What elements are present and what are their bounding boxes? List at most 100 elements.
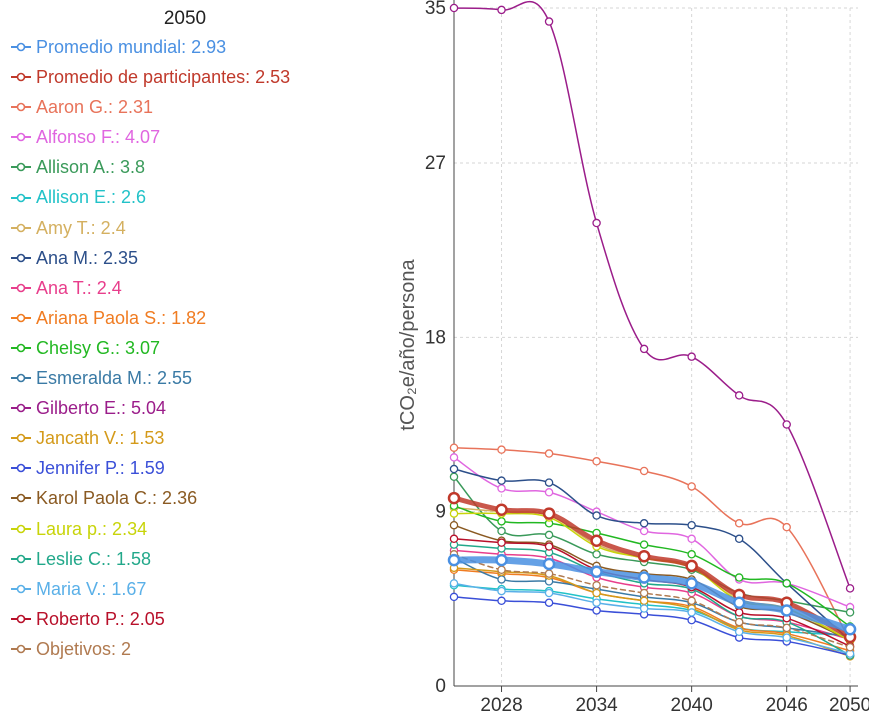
series-line[interactable] xyxy=(453,557,851,638)
data-point[interactable] xyxy=(449,453,459,462)
data-point[interactable] xyxy=(639,466,649,476)
data-point[interactable] xyxy=(592,457,601,466)
data-point[interactable] xyxy=(544,542,554,551)
data-point[interactable] xyxy=(687,534,696,544)
data-point[interactable] xyxy=(590,565,603,578)
legend-item[interactable]: Maria V.: 1.67 xyxy=(10,574,370,604)
legend-item[interactable]: Jennifer P.: 1.59 xyxy=(10,453,370,483)
data-point[interactable] xyxy=(497,586,506,596)
data-point[interactable] xyxy=(845,608,855,617)
data-point[interactable] xyxy=(544,530,554,540)
data-point[interactable] xyxy=(449,520,459,530)
series-line[interactable] xyxy=(451,495,853,640)
data-point[interactable] xyxy=(544,478,554,487)
data-point[interactable] xyxy=(544,488,554,497)
data-point[interactable] xyxy=(637,571,651,584)
data-point[interactable] xyxy=(639,540,649,549)
data-point[interactable] xyxy=(592,606,601,615)
data-point[interactable] xyxy=(497,5,506,15)
data-point[interactable] xyxy=(592,588,601,598)
legend-item[interactable]: Roberto P.: 2.05 xyxy=(10,604,370,634)
data-point[interactable] xyxy=(544,17,554,26)
legend-item[interactable]: Gilberto E.: 5.04 xyxy=(10,393,370,423)
data-point[interactable] xyxy=(639,604,649,613)
data-point[interactable] xyxy=(449,464,459,474)
data-point[interactable] xyxy=(639,519,649,528)
data-point[interactable] xyxy=(639,596,649,606)
data-point[interactable] xyxy=(497,445,506,454)
data-point[interactable] xyxy=(449,3,459,13)
legend-item[interactable]: Alfonso F.: 4.07 xyxy=(10,122,370,152)
data-point[interactable] xyxy=(782,623,791,633)
data-point[interactable] xyxy=(544,449,554,458)
data-point[interactable] xyxy=(734,627,744,637)
series-gilberto-e-[interactable] xyxy=(449,0,855,593)
data-point[interactable] xyxy=(542,507,556,520)
data-point[interactable] xyxy=(687,615,696,625)
data-point[interactable] xyxy=(639,344,649,354)
legend-item[interactable]: Amy T.: 2.4 xyxy=(10,213,370,243)
series-esmeralda-m-[interactable] xyxy=(449,553,855,641)
data-point[interactable] xyxy=(687,352,696,361)
series-karol-paola-c-[interactable] xyxy=(449,520,855,645)
data-point[interactable] xyxy=(447,553,461,567)
data-point[interactable] xyxy=(592,511,601,520)
legend-item[interactable]: Objetivos: 2 xyxy=(10,634,370,664)
legend-item[interactable]: Leslie C.: 1.58 xyxy=(10,544,370,574)
data-point[interactable] xyxy=(639,526,649,536)
data-point[interactable] xyxy=(732,596,746,609)
data-point[interactable] xyxy=(542,557,556,571)
data-point[interactable] xyxy=(592,550,601,559)
data-point[interactable] xyxy=(544,598,554,607)
series-line[interactable] xyxy=(453,0,851,590)
data-point[interactable] xyxy=(497,596,506,606)
data-point[interactable] xyxy=(497,526,506,536)
legend-item[interactable]: Ana T.: 2.4 xyxy=(10,273,370,303)
data-point[interactable] xyxy=(639,588,649,598)
data-point[interactable] xyxy=(687,550,696,559)
data-point[interactable] xyxy=(449,472,459,482)
data-point[interactable] xyxy=(734,573,744,582)
data-point[interactable] xyxy=(497,476,506,485)
data-point[interactable] xyxy=(497,575,506,584)
data-point[interactable] xyxy=(544,588,554,598)
data-point[interactable] xyxy=(449,579,459,588)
data-point[interactable] xyxy=(734,391,744,400)
data-point[interactable] xyxy=(449,534,459,544)
data-point[interactable] xyxy=(497,517,506,526)
data-point[interactable] xyxy=(497,538,506,547)
data-point[interactable] xyxy=(845,584,855,593)
data-point[interactable] xyxy=(592,218,601,228)
data-point[interactable] xyxy=(687,608,696,617)
data-point[interactable] xyxy=(495,503,508,516)
data-point[interactable] xyxy=(845,643,855,652)
data-point[interactable] xyxy=(782,522,791,532)
data-point[interactable] xyxy=(590,534,603,547)
data-point[interactable] xyxy=(734,534,744,544)
data-point[interactable] xyxy=(734,608,744,617)
data-point[interactable] xyxy=(592,581,601,590)
series-objetivos[interactable] xyxy=(449,550,855,652)
series-promedio-mundial[interactable] xyxy=(447,553,857,636)
legend-item[interactable]: Allison E.: 2.6 xyxy=(10,182,370,212)
legend-item[interactable]: Promedio mundial: 2.93 xyxy=(10,32,370,62)
data-point[interactable] xyxy=(497,565,506,575)
legend-item[interactable]: Esmeralda M.: 2.55 xyxy=(10,363,370,393)
data-point[interactable] xyxy=(734,617,744,627)
data-point[interactable] xyxy=(449,509,459,518)
data-point[interactable] xyxy=(449,592,459,602)
legend-item[interactable]: Allison A.: 3.8 xyxy=(10,152,370,182)
legend-item[interactable]: Aaron G.: 2.31 xyxy=(10,92,370,122)
series-maria-v-[interactable] xyxy=(449,579,855,658)
data-point[interactable] xyxy=(687,520,696,530)
legend-item[interactable]: Ana M.: 2.35 xyxy=(10,243,370,273)
data-point[interactable] xyxy=(687,482,696,491)
data-point[interactable] xyxy=(782,633,791,642)
series-promedio-de-participantes[interactable] xyxy=(447,491,857,644)
data-point[interactable] xyxy=(497,484,506,493)
data-point[interactable] xyxy=(782,420,791,429)
series-line[interactable] xyxy=(453,553,851,649)
data-point[interactable] xyxy=(449,443,459,452)
legend-item[interactable]: Jancath V.: 1.53 xyxy=(10,423,370,453)
data-point[interactable] xyxy=(734,519,744,528)
